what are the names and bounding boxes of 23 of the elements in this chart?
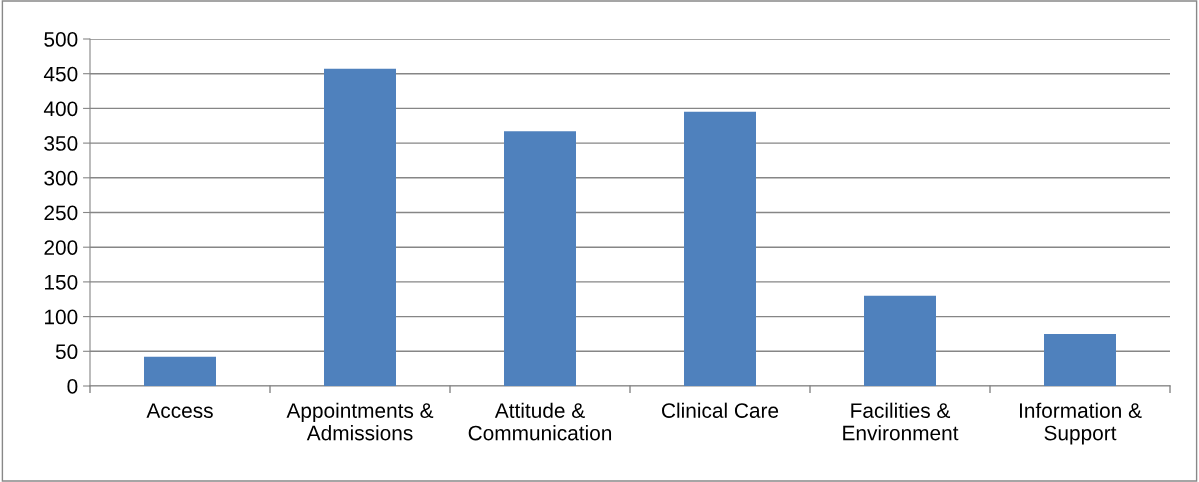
y-tick-label: 50 bbox=[55, 344, 78, 360]
y-tick-label: 450 bbox=[43, 66, 78, 82]
y-tick-label: 200 bbox=[44, 240, 78, 255]
bar bbox=[324, 68, 396, 386]
bar bbox=[1044, 333, 1116, 386]
x-tick-label: Attitude & Communication bbox=[468, 402, 612, 441]
bar bbox=[864, 295, 936, 386]
y-tick-label: 350 bbox=[44, 136, 78, 151]
y-tick-label: 100 bbox=[45, 309, 78, 325]
x-tick-label: Access bbox=[146, 403, 213, 418]
bar bbox=[504, 131, 576, 386]
x-tick-label: Information & Support bbox=[1019, 402, 1142, 445]
bar bbox=[684, 111, 756, 386]
y-tick-label: 250 bbox=[44, 205, 78, 221]
x-tick-label: Facilities & Environment bbox=[843, 402, 959, 441]
y-tick-label: 500 bbox=[44, 32, 78, 47]
bar bbox=[144, 356, 216, 386]
y-tick-label: 0 bbox=[67, 379, 78, 394]
y-tick-label: 150 bbox=[45, 274, 78, 290]
x-tick-label: Clinical Care bbox=[662, 402, 779, 418]
x-tick-label: Appointments & Admissions bbox=[286, 402, 434, 441]
y-tick-label: 400 bbox=[43, 101, 78, 117]
y-tick-label: 300 bbox=[44, 170, 78, 186]
